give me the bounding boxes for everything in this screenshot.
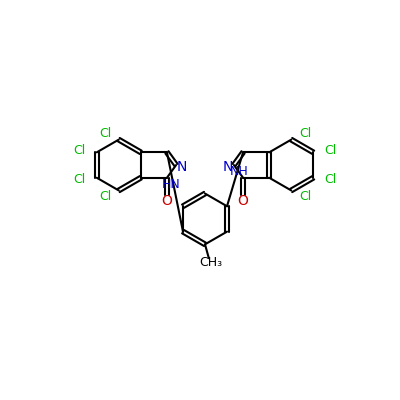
Text: N: N bbox=[222, 160, 233, 174]
Text: HN: HN bbox=[162, 178, 180, 191]
Text: Cl: Cl bbox=[74, 144, 86, 157]
Text: Cl: Cl bbox=[299, 190, 311, 203]
Text: Cl: Cl bbox=[74, 173, 86, 186]
Text: CH₃: CH₃ bbox=[199, 256, 222, 269]
Text: Cl: Cl bbox=[299, 127, 311, 140]
Text: O: O bbox=[162, 194, 172, 208]
Text: Cl: Cl bbox=[324, 144, 336, 157]
Text: O: O bbox=[238, 194, 248, 208]
Text: Cl: Cl bbox=[99, 127, 111, 140]
Text: Cl: Cl bbox=[99, 190, 111, 203]
Text: Cl: Cl bbox=[324, 173, 336, 186]
Text: N: N bbox=[177, 160, 188, 174]
Text: NH: NH bbox=[230, 165, 248, 178]
